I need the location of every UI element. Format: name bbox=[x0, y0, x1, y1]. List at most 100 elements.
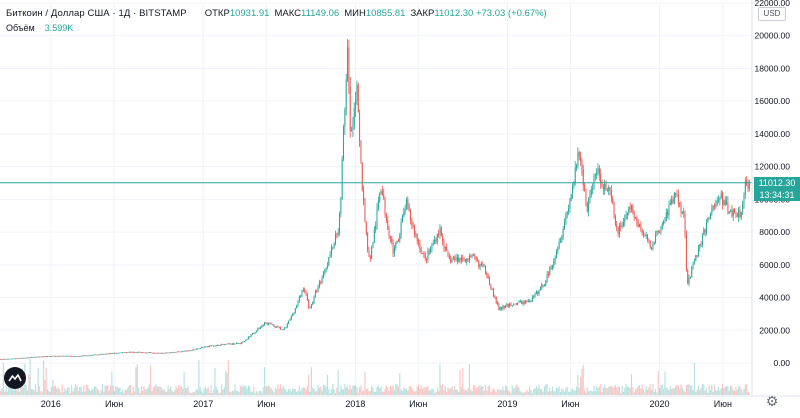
volume-bar bbox=[541, 389, 543, 395]
candle-body bbox=[463, 258, 465, 260]
candle-body bbox=[217, 344, 219, 346]
candle-body bbox=[613, 202, 615, 217]
candle-body bbox=[226, 343, 228, 345]
candle-body bbox=[73, 356, 75, 357]
volume-bars bbox=[0, 359, 750, 395]
volume-bar bbox=[431, 388, 433, 395]
volume-bar bbox=[626, 386, 629, 395]
volume-bar bbox=[642, 389, 645, 395]
x-tick-label: 2020 bbox=[649, 399, 669, 409]
currency-button[interactable]: USD bbox=[758, 7, 786, 21]
volume-bar bbox=[13, 385, 15, 395]
candle-body bbox=[53, 355, 55, 357]
candle-body bbox=[332, 246, 334, 248]
candle-body bbox=[136, 352, 138, 353]
candle-body bbox=[120, 352, 122, 354]
candle-body bbox=[506, 304, 508, 306]
volume-bar bbox=[275, 389, 278, 395]
volume-bar bbox=[409, 385, 412, 395]
volume-bar bbox=[503, 390, 505, 395]
candle-body bbox=[647, 235, 649, 241]
volume-bar bbox=[743, 388, 745, 395]
candle-body bbox=[339, 214, 341, 232]
volume-bar bbox=[476, 387, 479, 395]
volume-bar bbox=[425, 386, 428, 395]
candle-body bbox=[573, 182, 575, 187]
volume-bar bbox=[419, 388, 421, 395]
candle-body bbox=[739, 209, 741, 218]
candle-body bbox=[568, 208, 570, 212]
candle-body bbox=[542, 284, 544, 286]
candle-body bbox=[407, 199, 409, 206]
volume-bar bbox=[604, 384, 606, 395]
volume-legend: Объём 3.599K bbox=[6, 22, 73, 34]
candle-body bbox=[9, 358, 11, 360]
candle-body bbox=[538, 289, 540, 294]
candle-body bbox=[570, 194, 572, 201]
candle-body bbox=[246, 338, 248, 341]
volume-bar bbox=[420, 385, 422, 395]
candle-body bbox=[128, 351, 130, 353]
gear-icon[interactable]: ⚙ bbox=[765, 393, 779, 409]
volume-bar bbox=[667, 388, 669, 395]
volume-bar bbox=[391, 386, 393, 395]
volume-bar bbox=[138, 387, 140, 395]
candle-body bbox=[239, 343, 241, 345]
volume-bar bbox=[147, 387, 149, 395]
candle-body bbox=[20, 357, 22, 359]
candle-body bbox=[612, 198, 614, 203]
volume-bar bbox=[629, 387, 631, 395]
candle-body bbox=[44, 356, 46, 358]
candle-body bbox=[6, 358, 8, 360]
volume-bar bbox=[204, 386, 207, 395]
candle-body bbox=[361, 162, 363, 191]
candle-body bbox=[40, 356, 42, 358]
candle-body bbox=[314, 291, 316, 296]
y-tick-label: 18000.00 bbox=[755, 63, 791, 73]
candle-body bbox=[69, 355, 71, 357]
candle-body bbox=[288, 320, 290, 324]
volume-bar bbox=[649, 384, 651, 395]
volume-bar bbox=[699, 390, 701, 395]
volume-bar bbox=[178, 385, 180, 395]
candle-body bbox=[306, 294, 308, 301]
y-tick-label: 20000.00 bbox=[755, 31, 791, 41]
candle-body bbox=[179, 351, 181, 353]
volume-bar bbox=[622, 391, 625, 395]
candle-body bbox=[190, 350, 192, 352]
candle-body bbox=[160, 352, 162, 354]
volume-bar bbox=[352, 385, 354, 395]
x-tick-label: 2016 bbox=[41, 399, 61, 409]
tradingview-logo-icon[interactable] bbox=[4, 367, 26, 389]
volume-bar bbox=[340, 385, 342, 395]
volume-bar bbox=[450, 388, 452, 395]
candle-body bbox=[703, 229, 705, 236]
volume-bar bbox=[417, 384, 420, 395]
volume-bar bbox=[308, 374, 310, 395]
candle-body bbox=[292, 314, 294, 316]
candle-body bbox=[535, 291, 537, 294]
candle-body bbox=[225, 344, 227, 345]
candle-body bbox=[462, 258, 464, 259]
candle-body bbox=[308, 300, 310, 308]
volume-bar bbox=[97, 389, 100, 395]
candle-body bbox=[380, 190, 382, 194]
volume-bar bbox=[241, 385, 243, 395]
symbol-title[interactable]: Биткоин / Доллар США · 1Д · BITSTAMP bbox=[6, 7, 187, 19]
candle-body bbox=[474, 255, 476, 257]
candle-body bbox=[537, 291, 539, 294]
volume-bar bbox=[120, 391, 122, 395]
candle-body bbox=[564, 222, 566, 229]
candle-body bbox=[301, 290, 303, 296]
candle-body bbox=[565, 215, 567, 223]
volume-bar bbox=[400, 389, 402, 395]
volume-label[interactable]: Объём bbox=[6, 23, 35, 33]
candle-body bbox=[369, 256, 371, 259]
candle-body bbox=[269, 323, 271, 325]
candle-body bbox=[446, 246, 448, 252]
candle-body bbox=[51, 356, 53, 357]
candle-body bbox=[33, 357, 35, 358]
volume-bar bbox=[442, 384, 444, 395]
